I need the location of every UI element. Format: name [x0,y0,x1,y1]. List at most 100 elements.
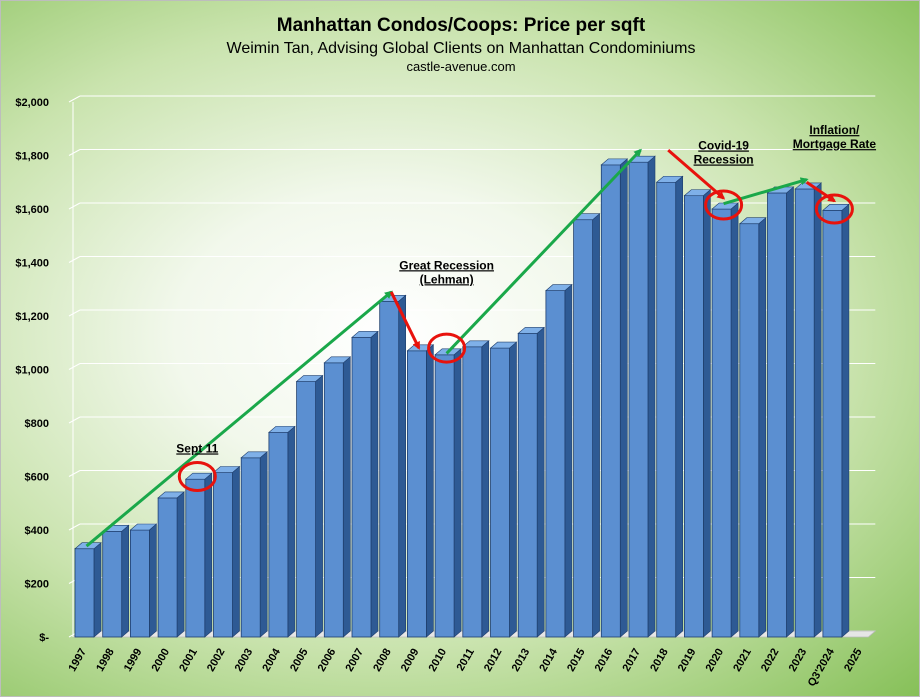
gridline-stub [68,95,81,103]
bar-side [315,374,323,638]
gridline-stub [68,149,81,156]
bar [74,542,102,638]
bar-top [489,341,518,349]
bar [711,202,739,638]
bar [268,425,296,638]
bar-front [656,181,677,638]
bar-front [490,347,510,638]
gridline-stub [68,202,81,210]
bar-front [711,208,732,638]
x-tick-label: 2011 [455,647,477,674]
y-tick-label: $- [39,632,49,644]
bar-top [157,491,185,499]
gridline-stub [68,416,81,424]
x-tick-label: 2003 [233,647,256,674]
bar-front [406,350,427,638]
x-tick-label: 2008 [371,647,394,674]
bar-side [564,283,573,638]
bar-top [738,217,767,225]
x-tick-label: 2006 [316,647,339,674]
bar [101,524,130,638]
annotation-label: Recession [694,153,754,167]
bar [212,465,241,638]
bar-side [259,451,268,638]
annotation-label: Inflation/ [809,123,860,137]
y-tick-label: $1,600 [15,204,49,216]
x-tick-label: Q3'2024 [806,646,838,689]
bar-top [323,356,352,364]
x-tick-label: 2014 [537,646,560,674]
bar-side [647,155,656,638]
bar-front [739,223,760,638]
bar-front [517,332,538,638]
x-tick-label: 2002 [205,647,228,674]
bar-side [176,491,185,638]
x-tick-label: 2021 [731,647,754,674]
bar [184,472,213,638]
bar [545,283,573,638]
x-tick-label: 2025 [842,647,865,674]
y-tick-label: $1,000 [15,365,49,377]
bar-side [481,340,490,638]
bar-side [232,465,240,638]
bar [323,356,352,638]
bar-top [711,202,739,210]
bar-side [592,213,600,638]
bar-front [74,548,95,638]
gridline-stub [68,309,81,317]
bar-front [296,381,317,638]
x-tick-label: 1999 [122,647,145,674]
x-tick-label: 2018 [648,647,671,674]
bar-side [453,348,462,638]
bar [157,491,185,638]
gridline-stub [68,256,81,263]
bar-top [268,426,296,433]
bar-side [121,524,129,638]
x-tick-label: 2017 [620,647,643,674]
bar [351,330,379,638]
bar-top [517,327,546,334]
highlight-circle [427,332,467,364]
bar-front [767,192,787,638]
y-tick-label: $200 [25,579,49,591]
bar [766,186,795,638]
bar-side [204,472,213,638]
bar-top [351,331,379,338]
bar [240,451,269,638]
bar-front [351,336,372,638]
bar-side [675,175,684,638]
y-tick-label: $1,800 [15,151,49,163]
bar [628,155,656,638]
y-tick-label: $600 [25,472,49,484]
bar-front [129,529,150,638]
chart-subtitle: Weimin Tan, Advising Global Clients on M… [226,40,696,57]
bar-side [536,326,545,638]
bar-side [509,341,517,638]
bar-side [758,217,767,638]
bar-top [655,175,684,183]
annotation-label: Sept 11 [176,441,218,455]
gridline-stub [68,470,81,477]
y-tick-label: $2,000 [15,97,49,109]
bar-top [212,466,241,473]
y-tick-label: $400 [25,525,49,537]
x-tick-label: 2001 [177,647,200,674]
bar [822,203,850,638]
bar-front [102,530,123,638]
x-tick-label: 2005 [288,647,311,674]
x-tick-label: 2013 [510,647,533,674]
trend-arrow-down [389,291,421,350]
annotation-label: Great Recession [399,258,494,272]
bar-top [129,523,158,531]
trend-arrow-up [445,148,642,355]
bar-front [268,431,289,638]
gridline-stub [68,363,81,370]
x-tick-label: 2010 [427,647,450,674]
x-tick-label: 2016 [593,647,616,674]
bar-front [185,478,206,638]
highlight-circle [177,461,217,492]
bar [489,341,518,638]
bar-top [545,284,573,291]
bar-side [703,188,711,638]
